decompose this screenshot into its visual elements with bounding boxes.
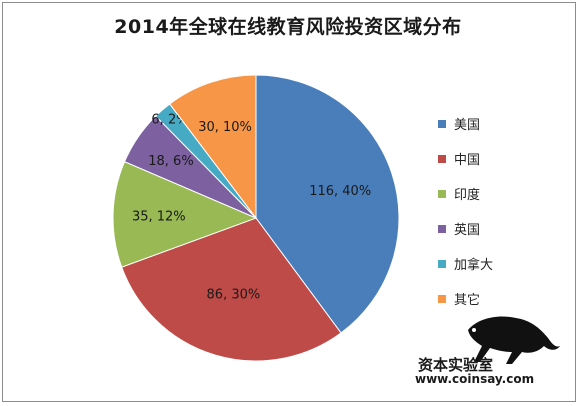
legend-label-3: 英国 bbox=[454, 223, 481, 238]
data-label-1: 86, 30% bbox=[207, 287, 261, 302]
data-label-0: 116, 40% bbox=[309, 184, 371, 199]
legend-item-2: 印度 bbox=[438, 176, 493, 211]
legend-label-2: 印度 bbox=[454, 188, 481, 203]
data-label-5: 30, 10% bbox=[198, 120, 252, 135]
legend-swatch-4 bbox=[438, 259, 446, 268]
legend-item-0: 美国 bbox=[438, 106, 493, 141]
pie-slice-5 bbox=[169, 74, 257, 220]
legend-swatch-5 bbox=[438, 294, 446, 303]
legend-swatch-1 bbox=[438, 154, 446, 163]
legend-item-4: 加拿大 bbox=[438, 246, 493, 281]
data-label-2: 35, 12% bbox=[132, 209, 186, 224]
legend-item-1: 中国 bbox=[438, 141, 493, 176]
pie-slice-0 bbox=[255, 74, 400, 334]
chart-title: 2014年全球在线教育风险投资区域分布 bbox=[114, 16, 462, 38]
legend-label-4: 加拿大 bbox=[454, 258, 494, 273]
legend: 美国中国印度英国加拿大其它 bbox=[438, 106, 493, 316]
legend-item-3: 英国 bbox=[438, 211, 493, 246]
data-label-3: 18, 6% bbox=[148, 154, 193, 169]
watermark-url: www.coinsay.com bbox=[415, 372, 535, 386]
pie-slice-1 bbox=[121, 217, 342, 362]
legend-swatch-2 bbox=[438, 189, 446, 198]
legend-swatch-3 bbox=[438, 224, 446, 233]
legend-swatch-0 bbox=[438, 119, 446, 128]
pie-slice-2 bbox=[112, 161, 258, 268]
legend-item-5: 其它 bbox=[438, 281, 493, 316]
legend-label-5: 其它 bbox=[454, 293, 481, 308]
legend-label-1: 中国 bbox=[454, 153, 481, 168]
watermark-brand: 资本实验室 bbox=[418, 356, 494, 374]
legend-label-0: 美国 bbox=[454, 118, 481, 133]
